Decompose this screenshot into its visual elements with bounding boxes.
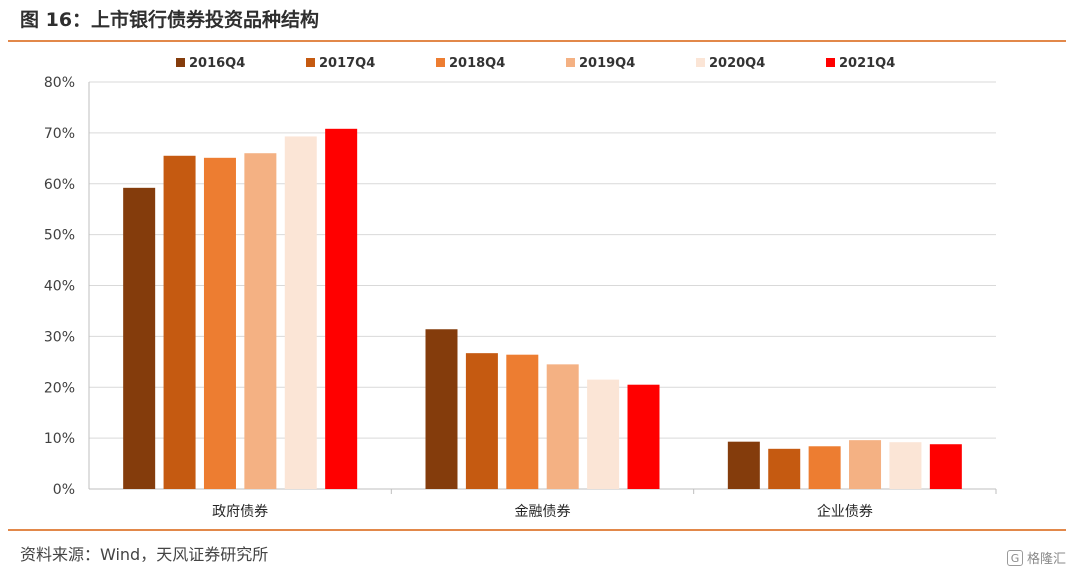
legend-label: 2021Q4	[839, 56, 895, 71]
watermark-text: 格隆汇	[1026, 552, 1066, 567]
x-tick-label: 政府债券	[212, 504, 268, 520]
legend-label: 2018Q4	[449, 56, 505, 71]
bar	[808, 446, 841, 489]
y-tick-label: 0%	[53, 482, 75, 498]
bar	[849, 440, 882, 489]
legend-swatch	[566, 58, 575, 67]
figure-title: 图 16：上市银行债券投资品种结构	[20, 9, 320, 31]
watermark-logo-icon: G	[1006, 549, 1023, 566]
bar	[929, 444, 962, 489]
legend-swatch	[306, 58, 315, 67]
y-tick-label: 30%	[44, 329, 75, 345]
legend-label: 2017Q4	[319, 56, 375, 71]
bar	[425, 329, 458, 489]
y-tick-label: 50%	[44, 228, 75, 244]
legend-swatch	[696, 58, 705, 67]
x-tick-label: 企业债券	[817, 503, 873, 520]
bar	[627, 384, 660, 489]
legend-swatch	[176, 58, 185, 67]
y-tick-label: 40%	[44, 279, 75, 295]
bar	[889, 442, 922, 489]
bar	[465, 353, 498, 489]
bottom-divider	[8, 529, 1066, 531]
top-divider	[8, 40, 1066, 42]
bar	[727, 441, 760, 489]
bar	[244, 153, 277, 489]
bar-chart: 0% 10% 20% 30% 40% 50% 60% 70% 80% 政府债券 金融债券 企业债券 20…	[44, 56, 997, 520]
bar	[325, 128, 358, 489]
bar	[203, 157, 236, 489]
y-tick-label: 80%	[44, 75, 75, 91]
bar	[284, 136, 317, 489]
legend-label: 2016Q4	[189, 56, 245, 71]
bar	[768, 448, 801, 489]
y-tick-label: 20%	[44, 380, 75, 396]
watermark: G 格隆汇	[1006, 548, 1066, 567]
bar	[506, 354, 539, 489]
y-tick-label: 70%	[44, 126, 75, 142]
legend-swatch	[826, 58, 835, 67]
y-tick-label: 60%	[44, 177, 75, 193]
x-tick-label: 金融债券	[515, 504, 571, 520]
bar	[123, 187, 156, 489]
bar	[587, 379, 620, 489]
legend-swatch	[436, 58, 445, 67]
bar	[546, 364, 579, 489]
bar	[163, 155, 196, 490]
source-note: 资料来源：Wind，天风证券研究所	[20, 545, 269, 564]
legend-label: 2019Q4	[579, 56, 635, 71]
y-tick-label: 10%	[44, 431, 75, 447]
legend-label: 2020Q4	[709, 56, 765, 71]
